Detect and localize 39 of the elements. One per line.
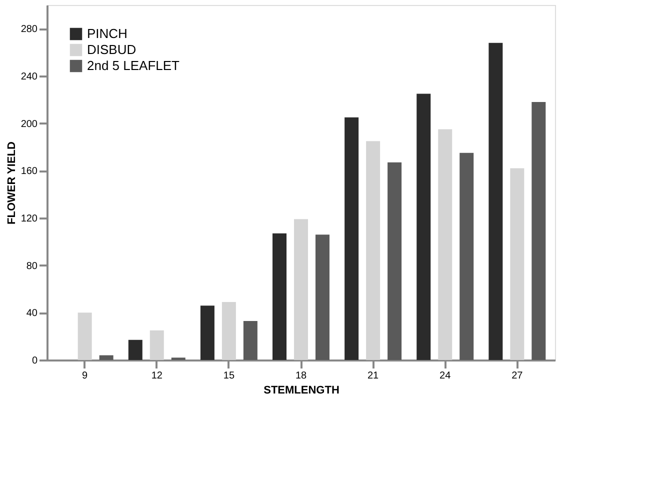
- bar: [272, 233, 287, 360]
- bar: [294, 219, 308, 360]
- x-tick-label: 9: [82, 370, 88, 382]
- x-tick-label: 15: [223, 370, 235, 382]
- bar: [532, 102, 546, 360]
- bar: [150, 330, 164, 360]
- bar: [460, 152, 474, 360]
- bar: [416, 94, 431, 360]
- bar: [315, 234, 330, 360]
- bar: [388, 162, 402, 360]
- bar: [344, 117, 359, 360]
- bar: [438, 129, 452, 360]
- legend-label: DISBUD: [87, 42, 136, 57]
- bar: [366, 141, 380, 360]
- bar: [99, 355, 114, 360]
- legend-label: 2nd 5 LEAFLET: [87, 58, 180, 73]
- y-tick-label: 160: [20, 166, 38, 178]
- y-tick-label: 280: [20, 24, 38, 36]
- x-tick-label: 12: [151, 370, 163, 382]
- y-tick-label: 120: [20, 214, 38, 224]
- bar: [128, 340, 142, 360]
- bar: [78, 312, 92, 360]
- x-tick-label: 27: [512, 370, 524, 382]
- bar: [243, 320, 258, 360]
- bar: [510, 168, 524, 360]
- x-tick-label: 21: [367, 370, 380, 382]
- x-tick-label: 18: [295, 370, 307, 382]
- legend-label: PINCH: [87, 26, 128, 41]
- y-tick-label: 0: [32, 356, 38, 366]
- bar: [488, 42, 503, 360]
- y-tick-label: 80: [26, 260, 38, 272]
- bar: [222, 302, 236, 360]
- bar: [200, 306, 214, 360]
- y-tick-label: 40: [26, 308, 38, 320]
- x-axis-title: STEMLENGTH: [264, 384, 340, 396]
- y-tick-label: 240: [20, 72, 38, 82]
- x-tick-label: 24: [440, 370, 452, 382]
- y-axis-title: FLOWER YIELD: [6, 141, 18, 224]
- y-tick-label: 200: [20, 118, 38, 130]
